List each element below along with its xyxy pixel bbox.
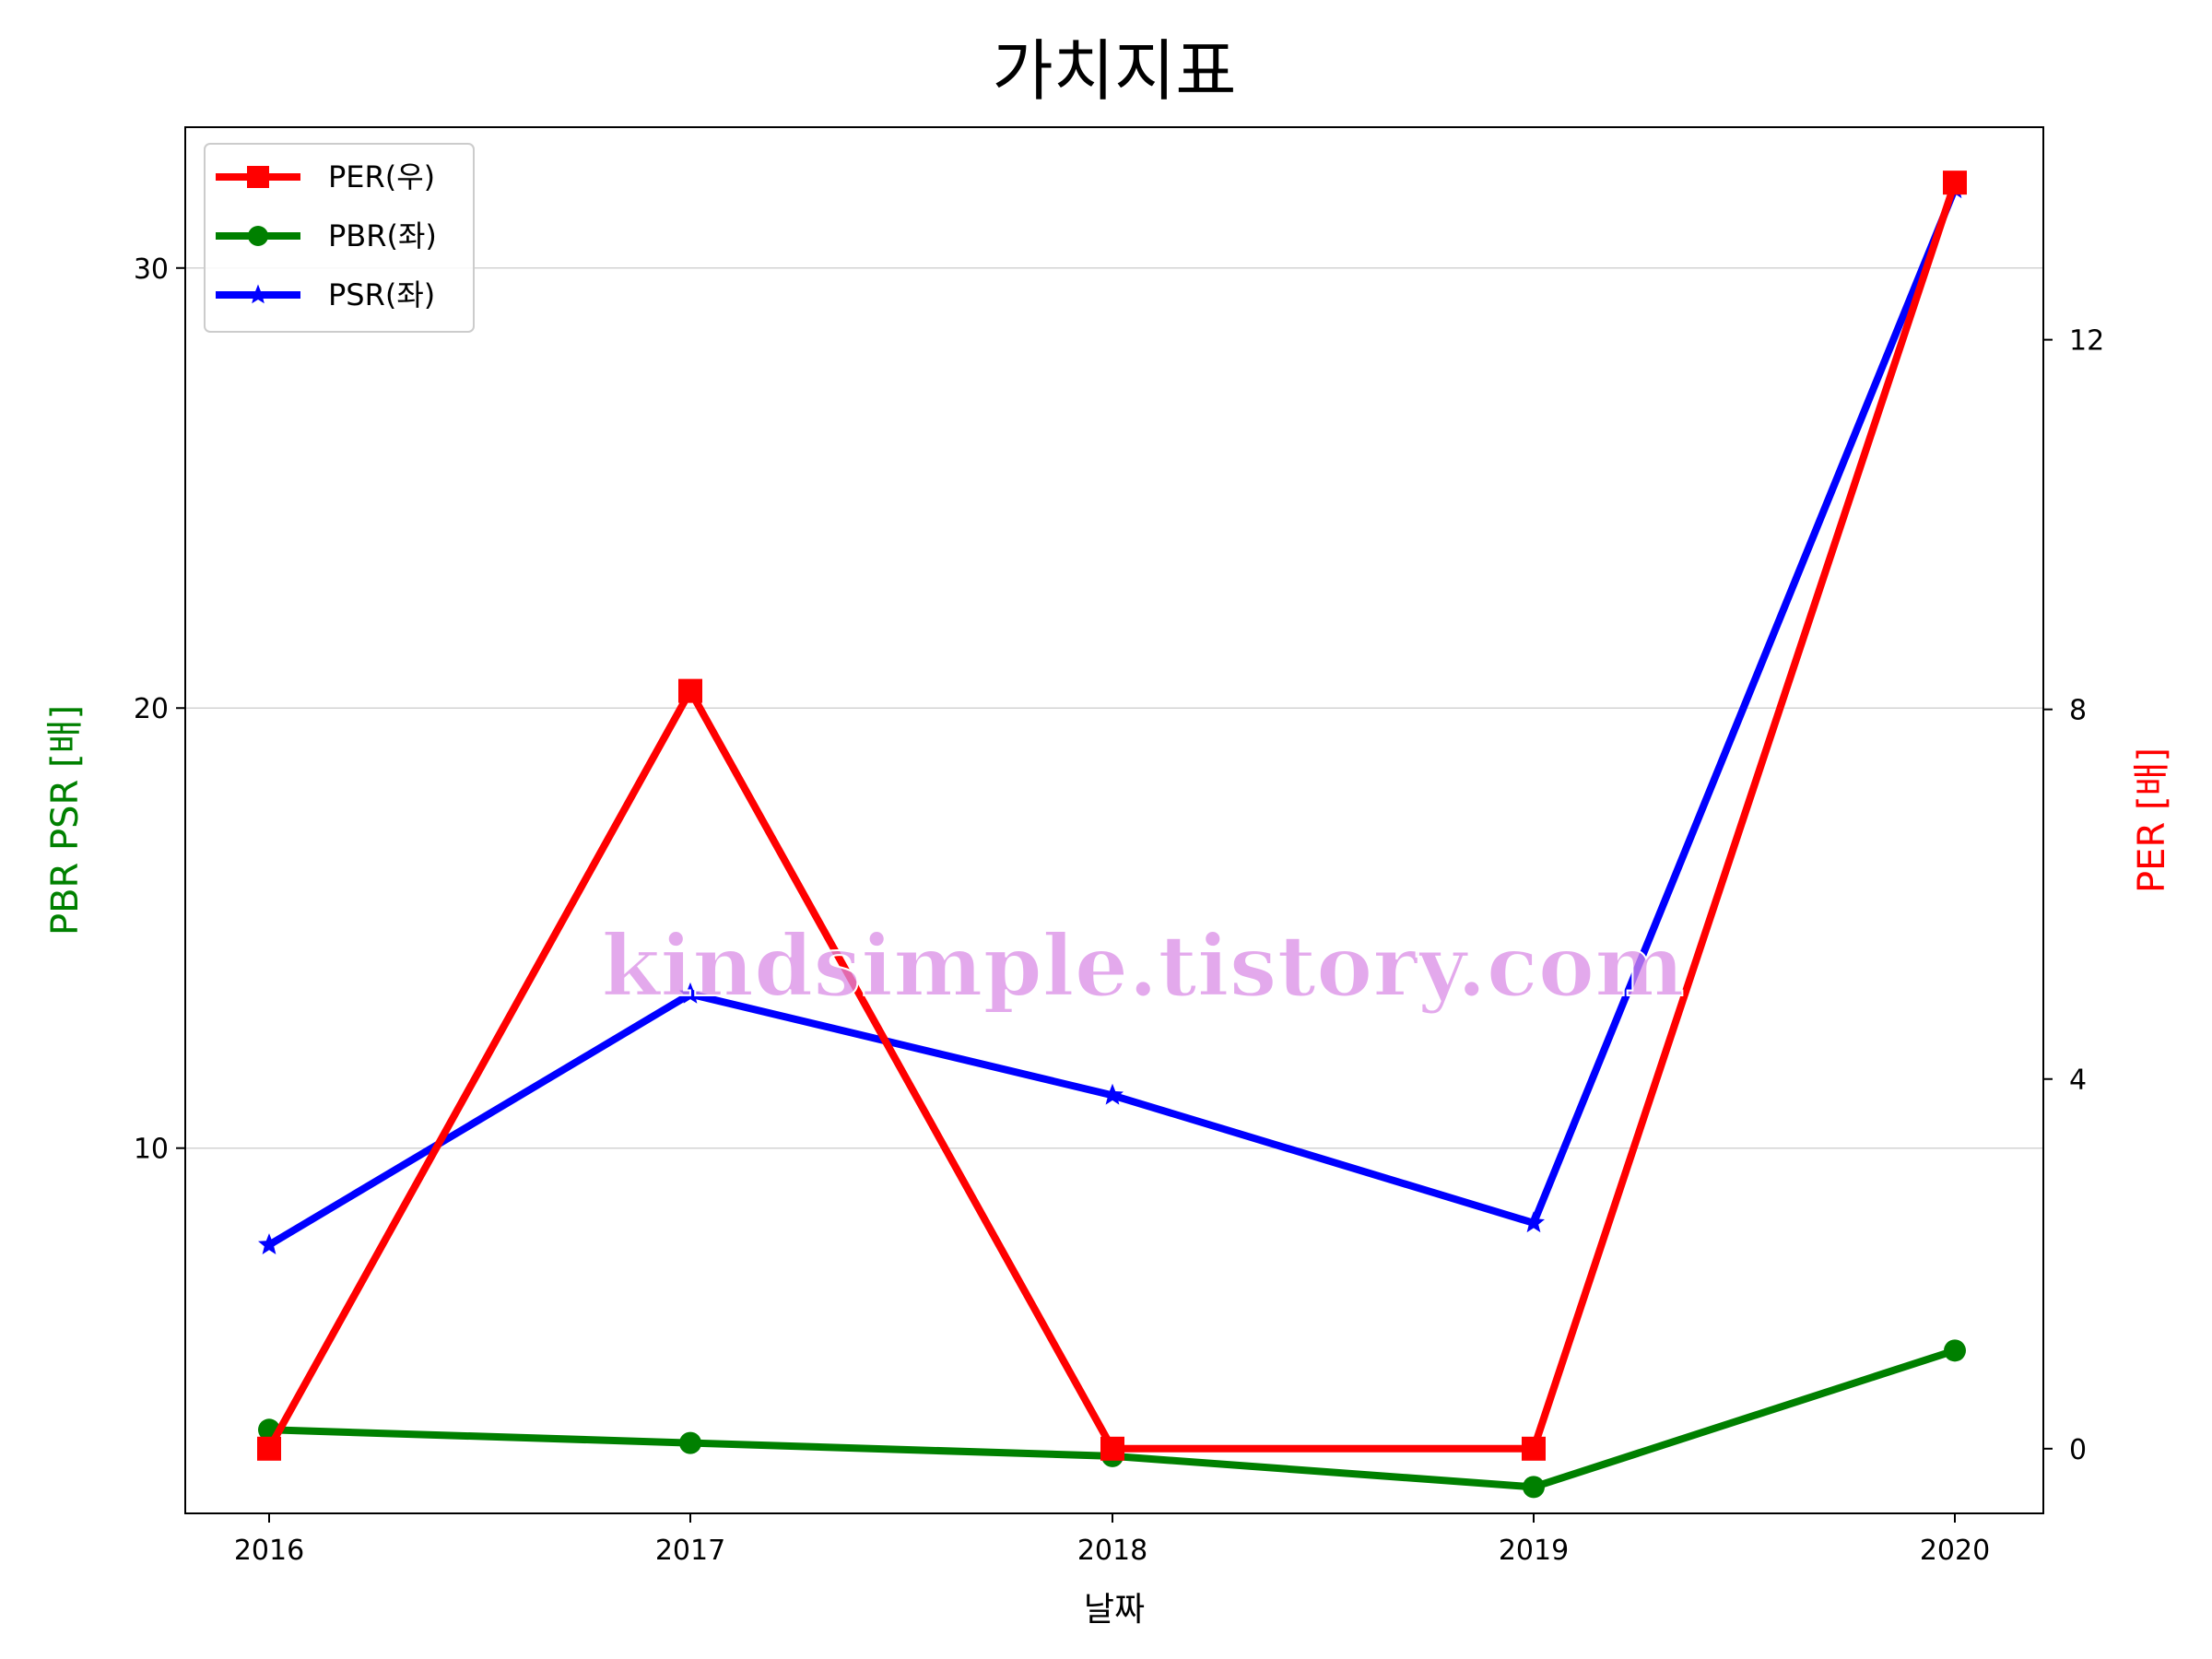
x-tick-label: 2017 xyxy=(655,1535,725,1567)
x-tick-label: 2016 xyxy=(234,1535,304,1567)
y-left-tick-label: 20 xyxy=(134,693,169,725)
data-point-marker xyxy=(1100,1436,1124,1461)
data-point-marker xyxy=(1943,171,1967,195)
x-tick-label: 2019 xyxy=(1499,1535,1569,1567)
y-right-tick-label: 12 xyxy=(2069,325,2104,358)
data-point-marker xyxy=(679,1431,701,1454)
y-left-tick-label: 30 xyxy=(134,253,169,286)
plot-area-frame xyxy=(184,126,2044,1514)
chart-title: 가치지표 xyxy=(993,32,1237,110)
data-point-marker xyxy=(679,982,701,1004)
y-axis-left: 10 20 30 xyxy=(134,253,185,1166)
legend-entry: PER(우) xyxy=(216,159,435,194)
series-per xyxy=(257,171,1967,1461)
series-layer xyxy=(257,171,1967,1499)
data-point-marker xyxy=(1944,1339,1966,1362)
y-axis-right: 0 4 8 12 xyxy=(2043,325,2104,1466)
x-tick-label: 2018 xyxy=(1077,1535,1147,1567)
legend-marker xyxy=(248,284,268,304)
y-right-tick-label: 0 xyxy=(2069,1434,2087,1466)
data-point-marker xyxy=(1523,1211,1545,1233)
legend-entries: PER(우) PBR(좌) PSR(좌) xyxy=(216,159,437,312)
x-axis-label: 날짜 xyxy=(1084,1591,1145,1629)
y-right-tick-label: 4 xyxy=(2069,1065,2087,1097)
legend-entry: PSR(좌) xyxy=(216,277,435,312)
legend-entry: PBR(좌) xyxy=(216,218,437,253)
legend-box xyxy=(204,143,475,333)
watermark-text: kindsimple.tistory.com xyxy=(601,916,1684,1016)
legend-marker xyxy=(248,226,268,246)
legend-label: PBR(좌) xyxy=(328,218,437,253)
legend-label: PSR(좌) xyxy=(328,277,435,312)
data-point-marker xyxy=(678,678,702,703)
y-left-tick-label: 10 xyxy=(134,1134,169,1166)
grid-layer xyxy=(185,267,2043,1149)
x-axis: 2016 2017 2018 2019 2020 xyxy=(234,1513,1990,1567)
legend-marker xyxy=(247,166,269,188)
data-point-marker xyxy=(1522,1436,1546,1461)
legend: PER(우) PBR(좌) PSR(좌) xyxy=(204,143,475,333)
data-point-marker xyxy=(258,1233,280,1254)
legend-label: PER(우) xyxy=(328,159,435,194)
data-point-marker xyxy=(1523,1476,1545,1499)
y-axis-left-label: PBR PSR [배] xyxy=(44,705,87,935)
y-axis-right-label: PER [배] xyxy=(2131,747,2173,893)
x-tick-label: 2020 xyxy=(1920,1535,1990,1567)
data-point-marker xyxy=(1101,1083,1124,1105)
y-right-tick-label: 8 xyxy=(2069,695,2087,727)
data-point-marker xyxy=(257,1436,281,1461)
